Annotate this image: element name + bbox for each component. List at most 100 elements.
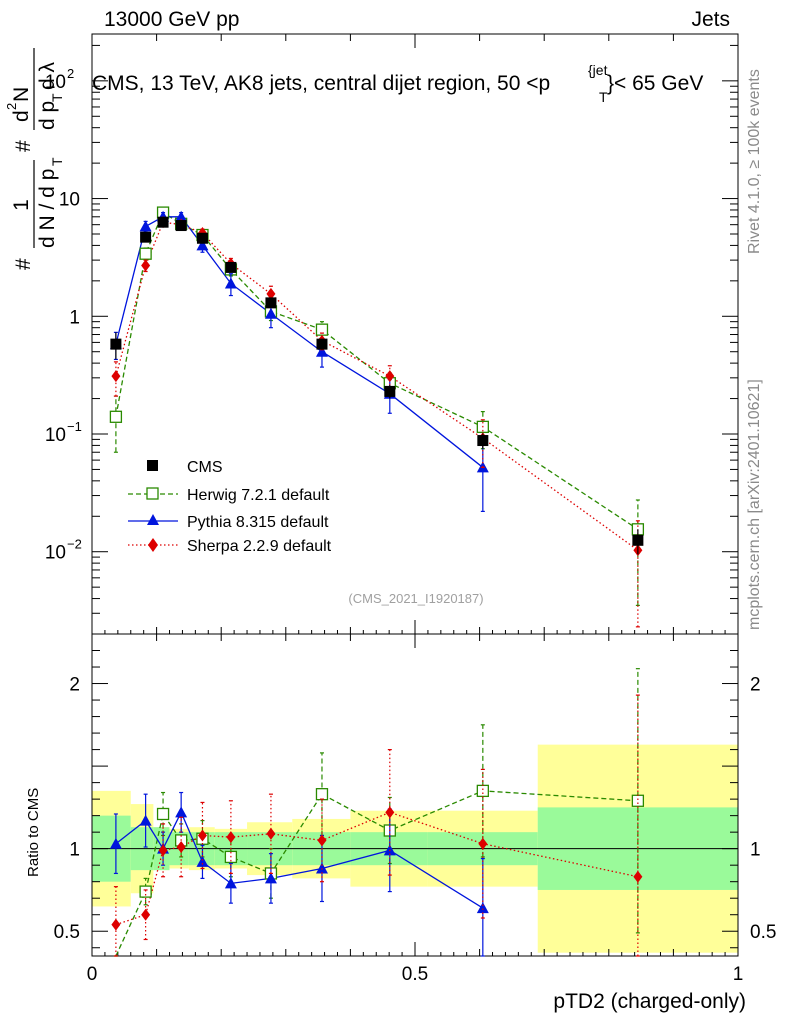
point-ratio-pythia bbox=[315, 862, 328, 874]
point-main-cms bbox=[384, 385, 396, 397]
point-main-cms bbox=[175, 220, 187, 232]
series-line-main-herwig bbox=[115, 211, 639, 530]
point-main-pythia bbox=[315, 345, 328, 357]
legend-entry-pythia: Pythia 8.315 default bbox=[128, 514, 329, 531]
legend: CMS Herwig 7.2.1 default Pythia 8.315 de… bbox=[128, 459, 332, 555]
series-line-ratio-pythia bbox=[115, 810, 484, 909]
y-tick-label-main: 10 bbox=[59, 190, 80, 211]
y-tick-label-ratio-left: 2 bbox=[69, 675, 80, 696]
legend-label-pythia: Pythia 8.315 default bbox=[187, 514, 329, 531]
plot-title-sub: T bbox=[599, 89, 608, 105]
point-ratio-sherpa bbox=[226, 831, 236, 844]
ylabel-dlambda: d λ bbox=[36, 61, 59, 90]
point-ratio-sherpa bbox=[633, 870, 643, 883]
y-tick-label-main: 1 bbox=[69, 307, 80, 328]
point-main-sherpa bbox=[141, 259, 151, 272]
legend-marker-herwig bbox=[146, 487, 159, 500]
legend-label-cms: CMS bbox=[187, 459, 223, 476]
series-line-main-pythia bbox=[115, 216, 484, 468]
point-ratio-herwig bbox=[631, 794, 645, 807]
header-left: 13000 GeV pp bbox=[104, 8, 240, 31]
ylabel-dN-dpT: d N / d p bbox=[36, 169, 59, 248]
legend-entry-sherpa: Sherpa 2.2.9 default bbox=[128, 538, 332, 555]
ylabel-one: 1 bbox=[10, 199, 33, 211]
point-ratio-herwig bbox=[139, 885, 152, 898]
point-main-pythia bbox=[139, 220, 152, 232]
point-main-sherpa bbox=[266, 287, 276, 300]
legend-entry-herwig: Herwig 7.2.1 default bbox=[128, 487, 330, 504]
header-right: Jets bbox=[691, 8, 730, 31]
point-ratio-pythia bbox=[224, 877, 237, 889]
point-ratio-sherpa bbox=[266, 827, 276, 840]
point-ratio-pythia bbox=[476, 902, 489, 914]
point-main-pythia bbox=[196, 239, 209, 251]
point-main-sherpa bbox=[385, 370, 395, 383]
point-ratio-pythia bbox=[196, 855, 209, 867]
plot-title-sup: {jet bbox=[588, 62, 608, 78]
point-main-cms bbox=[110, 338, 122, 350]
point-main-cms bbox=[196, 232, 208, 244]
point-ratio-herwig bbox=[315, 788, 329, 801]
ylabel-T-sub: T bbox=[49, 157, 65, 166]
y-tick-label-main-exp: 2 bbox=[67, 66, 74, 81]
point-ratio-pythia bbox=[264, 872, 277, 884]
y-tick-label-main: 10 bbox=[45, 425, 66, 446]
ylabel-sup-2: 2 bbox=[4, 103, 19, 110]
point-main-cms bbox=[632, 534, 644, 546]
point-ratio-sherpa bbox=[197, 829, 207, 842]
ylabel-dp: d p bbox=[36, 101, 59, 130]
point-ratio-pythia bbox=[109, 837, 122, 849]
point-ratio-sherpa bbox=[158, 844, 168, 857]
point-main-pythia bbox=[224, 277, 237, 289]
point-ratio-sherpa bbox=[141, 908, 151, 921]
plot-title-suffix: }< 65 GeV bbox=[607, 72, 703, 95]
legend-label-sherpa: Sherpa 2.2.9 default bbox=[187, 538, 332, 555]
ylabel-T-sub-2: T bbox=[49, 93, 65, 102]
y-tick-label-main: 10 bbox=[45, 72, 66, 93]
point-main-herwig bbox=[139, 247, 152, 260]
x-tick-label: 1 bbox=[733, 964, 744, 985]
point-main-cms bbox=[157, 216, 169, 228]
legend-marker-cms bbox=[147, 460, 158, 471]
y-tick-label-main-exp: −1 bbox=[67, 419, 82, 434]
series-markers bbox=[109, 206, 645, 957]
point-main-cms bbox=[140, 231, 152, 243]
y-tick-label-ratio-right: 2 bbox=[750, 675, 761, 696]
ylabel-d2N: d bbox=[10, 110, 33, 122]
legend-label-herwig: Herwig 7.2.1 default bbox=[187, 487, 330, 504]
point-ratio-pythia bbox=[139, 814, 152, 826]
x-tick-label: 0 bbox=[87, 964, 98, 985]
y-tick-label-ratio-right: 0.5 bbox=[750, 922, 776, 943]
legend-entry-cms: CMS bbox=[147, 459, 223, 476]
axis-ticks bbox=[91, 34, 739, 956]
point-ratio-sherpa bbox=[111, 918, 121, 931]
point-ratio-sherpa bbox=[176, 841, 186, 854]
y-axis-label-main: # 1 d N / d p T # d 2 N d p T d λ bbox=[4, 48, 65, 270]
point-main-sherpa bbox=[111, 370, 121, 383]
y-tick-label-main: 10 bbox=[45, 543, 66, 564]
point-ratio-pythia bbox=[175, 806, 188, 818]
point-ratio-herwig bbox=[156, 807, 170, 821]
point-main-cms bbox=[265, 297, 277, 309]
y-axis-label-ratio: Ratio to CMS bbox=[25, 788, 42, 877]
point-main-herwig bbox=[109, 410, 123, 423]
point-ratio-herwig bbox=[476, 784, 489, 798]
point-main-cms bbox=[477, 435, 489, 447]
legend-marker-pythia bbox=[147, 514, 159, 525]
point-ratio-sherpa bbox=[385, 806, 395, 819]
ylabel-N: N bbox=[10, 87, 33, 102]
point-main-pythia bbox=[175, 210, 188, 222]
point-main-cms bbox=[225, 261, 237, 273]
point-ratio-sherpa bbox=[317, 834, 327, 847]
y-tick-label-main-exp: −2 bbox=[67, 537, 82, 552]
y-tick-label-ratio-left: 1 bbox=[69, 840, 80, 861]
plot-title-prefix: CMS, 13 TeV, AK8 jets, central dijet reg… bbox=[92, 72, 539, 95]
point-main-cms bbox=[316, 338, 328, 350]
legend-marker-sherpa bbox=[148, 538, 158, 552]
plot-title-p: p bbox=[539, 72, 551, 95]
x-tick-label: 0.5 bbox=[402, 964, 428, 985]
analysis-id: (CMS_2021_I1920187) bbox=[348, 591, 483, 606]
ylabel-hash-left: # bbox=[12, 258, 35, 270]
